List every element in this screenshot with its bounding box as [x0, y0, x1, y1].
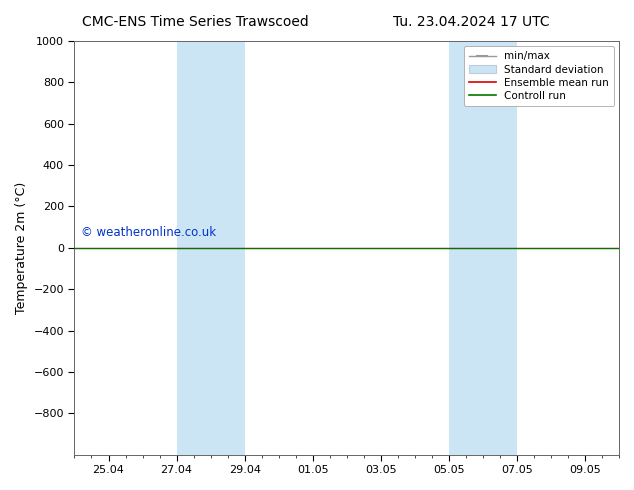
Text: © weatheronline.co.uk: © weatheronline.co.uk	[81, 226, 216, 240]
Legend: min/max, Standard deviation, Ensemble mean run, Controll run: min/max, Standard deviation, Ensemble me…	[464, 46, 614, 106]
Bar	[449, 41, 517, 455]
Bar	[177, 41, 245, 455]
Y-axis label: Temperature 2m (°C): Temperature 2m (°C)	[15, 182, 28, 314]
Text: CMC-ENS Time Series Trawscoed: CMC-ENS Time Series Trawscoed	[82, 15, 309, 29]
Text: Tu. 23.04.2024 17 UTC: Tu. 23.04.2024 17 UTC	[393, 15, 550, 29]
